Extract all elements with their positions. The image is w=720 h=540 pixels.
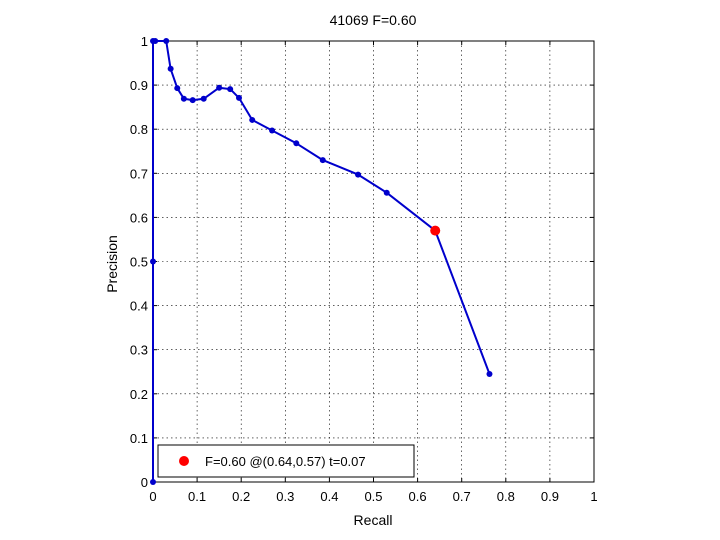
data-point (167, 65, 174, 72)
legend: F=0.60 @(0.64,0.57) t=0.07 (157, 444, 415, 478)
y-tick-label: 0.1 (130, 431, 148, 446)
y-tick-label: 0.3 (130, 343, 148, 358)
x-tick-label: 1 (590, 489, 597, 504)
x-tick-label: 0.8 (497, 489, 515, 504)
y-tick-label: 0.7 (130, 166, 148, 181)
data-point (227, 86, 234, 93)
y-axis-title: Precision (104, 235, 120, 293)
y-tick-label: 0.2 (130, 387, 148, 402)
legend-marker (179, 456, 189, 466)
data-point (355, 171, 362, 178)
x-tick-label: 0 (149, 489, 156, 504)
data-point (319, 157, 326, 164)
x-tick-label: 0.4 (320, 489, 338, 504)
x-tick-label: 0.7 (453, 489, 471, 504)
series-layer (150, 38, 493, 485)
data-point (200, 95, 207, 102)
data-point (269, 127, 276, 134)
data-point (163, 38, 170, 44)
legend-box (157, 444, 415, 478)
data-point (152, 38, 159, 44)
y-tick-label: 0.5 (130, 255, 148, 270)
data-point (180, 95, 187, 102)
grid (153, 41, 594, 482)
x-tick-label: 0.5 (364, 489, 382, 504)
y-tick-label: 0.8 (130, 122, 148, 137)
legend-label: F=0.60 @(0.64,0.57) t=0.07 (205, 454, 366, 469)
x-tick-label: 0.3 (276, 489, 294, 504)
data-point (293, 140, 300, 147)
data-point (189, 97, 196, 104)
x-tick-label: 0.2 (232, 489, 250, 504)
optimal-f-point (430, 225, 441, 236)
data-point (174, 85, 181, 92)
x-axis-title: Recall (354, 512, 393, 528)
highlight-layer (430, 225, 441, 236)
y-tick-label: 1 (141, 34, 148, 49)
chart-title: 41069 F=0.60 (330, 12, 417, 28)
data-point (383, 189, 390, 196)
y-tick-label: 0.4 (130, 299, 148, 314)
data-point (216, 84, 223, 91)
x-tick-label: 0.6 (409, 489, 427, 504)
data-point (150, 258, 156, 265)
y-tick-label: 0.9 (130, 78, 148, 93)
y-tick-label: 0 (141, 475, 148, 490)
data-point (150, 479, 156, 485)
data-point (235, 94, 242, 101)
axis-ticks: 0 0.1 0.2 0.3 0.4 0.5 0.6 0.7 0.8 0.9 1 0 0.1 0.2 0.3 0… (130, 34, 598, 504)
x-tick-label: 0.1 (188, 489, 206, 504)
data-point (249, 116, 256, 123)
y-tick-label: 0.6 (130, 210, 148, 225)
x-tick-label: 0.9 (541, 489, 559, 504)
data-point (486, 370, 493, 377)
